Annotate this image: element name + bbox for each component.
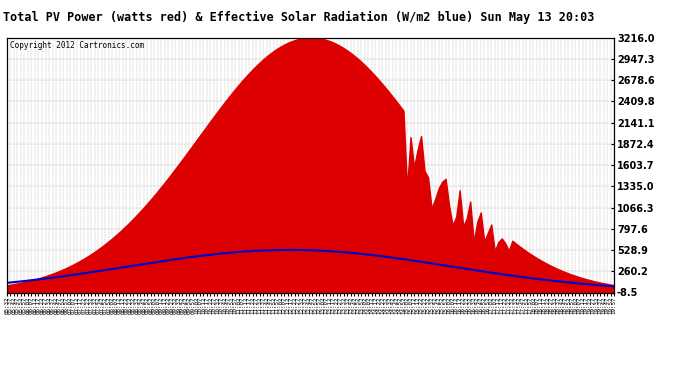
- Text: Copyright 2012 Cartronics.com: Copyright 2012 Cartronics.com: [10, 41, 144, 50]
- Text: Total PV Power (watts red) & Effective Solar Radiation (W/m2 blue) Sun May 13 20: Total PV Power (watts red) & Effective S…: [3, 11, 595, 24]
